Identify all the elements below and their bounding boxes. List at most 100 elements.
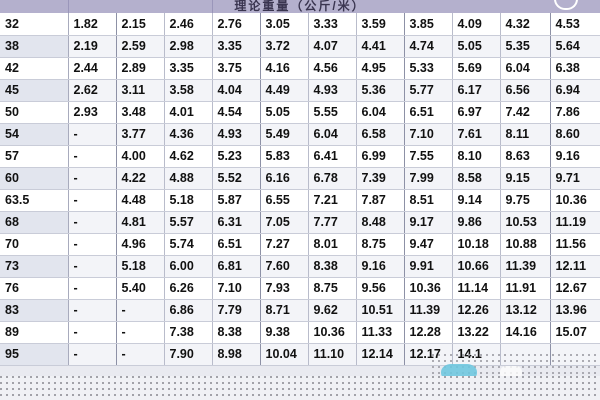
table-cell: 7.10 — [404, 123, 453, 146]
table-cell: 8.38 — [212, 321, 261, 344]
table-cell: 14.1 — [452, 343, 501, 366]
table-cell — [500, 343, 551, 366]
table-row: 45 2.62 3.11 3.58 4.04 4.49 4.93 5.36 5.77 6.17 6.… — [0, 79, 600, 102]
table-cell: 5.18 — [116, 255, 165, 278]
table-cell: 6.94 — [550, 79, 600, 102]
table-cell: - — [68, 343, 117, 366]
table-cell: 12.28 — [404, 321, 453, 344]
table-cell — [550, 343, 600, 366]
table-cell: 6.51 — [212, 233, 261, 256]
table-cell: 6.97 — [452, 101, 501, 124]
table-cell: 12.14 — [356, 343, 405, 366]
table-cell: 9.62 — [308, 299, 357, 322]
table-cell: 7.90 — [164, 343, 213, 366]
table-cell: 4.09 — [452, 13, 501, 36]
table-cell: 5.69 — [452, 57, 501, 80]
table-cell: 15.07 — [550, 321, 600, 344]
page-title: 理论重量（公斤/米） — [234, 0, 366, 13]
table-cell: 7.05 — [260, 211, 309, 234]
table-row: 73-5.18 6.00 6.81 7.60 8.38 9.16 9.91 10.66 11.3… — [0, 255, 600, 278]
table-cell: 9.14 — [452, 189, 501, 212]
table-cell: 6.55 — [260, 189, 309, 212]
table-cell: 6.31 — [212, 211, 261, 234]
table-cell: 11.39 — [500, 255, 551, 278]
table-row: 83- -6.86 7.79 8.71 9.62 10.51 11.39 12.26 13.12… — [0, 299, 600, 322]
table-cell: 6.78 — [308, 167, 357, 190]
table-cell: - — [68, 277, 117, 300]
table-cell: 2.15 — [116, 13, 165, 36]
table-cell: 2.93 — [68, 101, 117, 124]
table-cell: 3.75 — [212, 57, 261, 80]
table-cell: 7.27 — [260, 233, 309, 256]
table-cell: - — [68, 211, 117, 234]
table-cell: 8.75 — [308, 277, 357, 300]
table-cell: 5.49 — [260, 123, 309, 146]
table-cell: 7.77 — [308, 211, 357, 234]
table-cell: 6.00 — [164, 255, 213, 278]
table-cell: 6.41 — [308, 145, 357, 168]
table-cell: 6.04 — [500, 57, 551, 80]
table-cell: 6.81 — [212, 255, 261, 278]
table-cell: - — [68, 167, 117, 190]
table-cell: 4.53 — [550, 13, 600, 36]
table-cell: 7.55 — [404, 145, 453, 168]
table-cell: 9.17 — [404, 211, 453, 234]
table-cell: 4.88 — [164, 167, 213, 190]
table-cell: 6.17 — [452, 79, 501, 102]
table-cell: 4.22 — [116, 167, 165, 190]
table-cell: 8.71 — [260, 299, 309, 322]
table-cell: 10.36 — [308, 321, 357, 344]
table-cell: 2.46 — [164, 13, 213, 36]
table-cell: 11.14 — [452, 277, 501, 300]
table-cell: 8.63 — [500, 145, 551, 168]
weight-table: 32 1.82 2.15 2.46 2.76 3.05 3.33 3.59 3.85 4.09 4.… — [0, 13, 600, 366]
table-cell: 6.16 — [260, 167, 309, 190]
table-cell: 11.19 — [550, 211, 600, 234]
table-cell: 5.74 — [164, 233, 213, 256]
table-cell: 11.10 — [308, 343, 357, 366]
table-cell: - — [68, 189, 117, 212]
table-cell: 2.76 — [212, 13, 261, 36]
dither-noise-strip — [0, 376, 600, 400]
table-cell: 7.79 — [212, 299, 261, 322]
table-cell: 4.62 — [164, 145, 213, 168]
table-cell: 11.39 — [404, 299, 453, 322]
row-label-cell: 95 — [0, 343, 69, 366]
table-cell: 7.93 — [260, 277, 309, 300]
table-cell: 5.83 — [260, 145, 309, 168]
table-cell: 3.35 — [212, 35, 261, 58]
table-cell: - — [116, 321, 165, 344]
table-cell: 10.04 — [260, 343, 309, 366]
table-cell: 6.99 — [356, 145, 405, 168]
table-cell: - — [68, 299, 117, 322]
row-label-cell: 63.5 — [0, 189, 69, 212]
table-row: 76-5.40 6.26 7.10 7.93 8.75 9.56 10.36 11.14 11.… — [0, 277, 600, 300]
table-cell: 7.60 — [260, 255, 309, 278]
table-cell: 7.21 — [308, 189, 357, 212]
table-cell: 8.38 — [308, 255, 357, 278]
table-cell: 10.36 — [550, 189, 600, 212]
table-cell: 8.75 — [356, 233, 405, 256]
table-cell: 12.17 — [404, 343, 453, 366]
table-row: 54-3.77 4.36 4.93 5.49 6.04 6.58 7.10 7.61 8.11 8… — [0, 123, 600, 146]
table-cell: 5.77 — [404, 79, 453, 102]
header-divider — [68, 0, 69, 13]
table-cell: 7.99 — [404, 167, 453, 190]
table-row: 89- -7.38 8.38 9.38 10.36 11.33 12.28 13.22 14.1… — [0, 321, 600, 344]
table-row: 32 1.82 2.15 2.46 2.76 3.05 3.33 3.59 3.85 4.09 4.… — [0, 13, 600, 36]
table-row: 57-4.00 4.62 5.23 5.83 6.41 6.99 7.55 8.10 8.63 9… — [0, 145, 600, 168]
table-cell: 8.10 — [452, 145, 501, 168]
table-cell: 9.16 — [550, 145, 600, 168]
table-row: 63.5-4.48 5.18 5.87 6.55 7.21 7.87 8.51 9.14 9.7… — [0, 189, 600, 212]
table-cell: 9.56 — [356, 277, 405, 300]
table-cell: 3.85 — [404, 13, 453, 36]
table-cell: 7.38 — [164, 321, 213, 344]
table-cell: 11.91 — [500, 277, 551, 300]
table-cell: 4.32 — [500, 13, 551, 36]
row-label-cell: 54 — [0, 123, 69, 146]
table-cell: 13.12 — [500, 299, 551, 322]
row-label-cell: 42 — [0, 57, 69, 80]
table-cell: 10.51 — [356, 299, 405, 322]
table-cell: 4.93 — [212, 123, 261, 146]
